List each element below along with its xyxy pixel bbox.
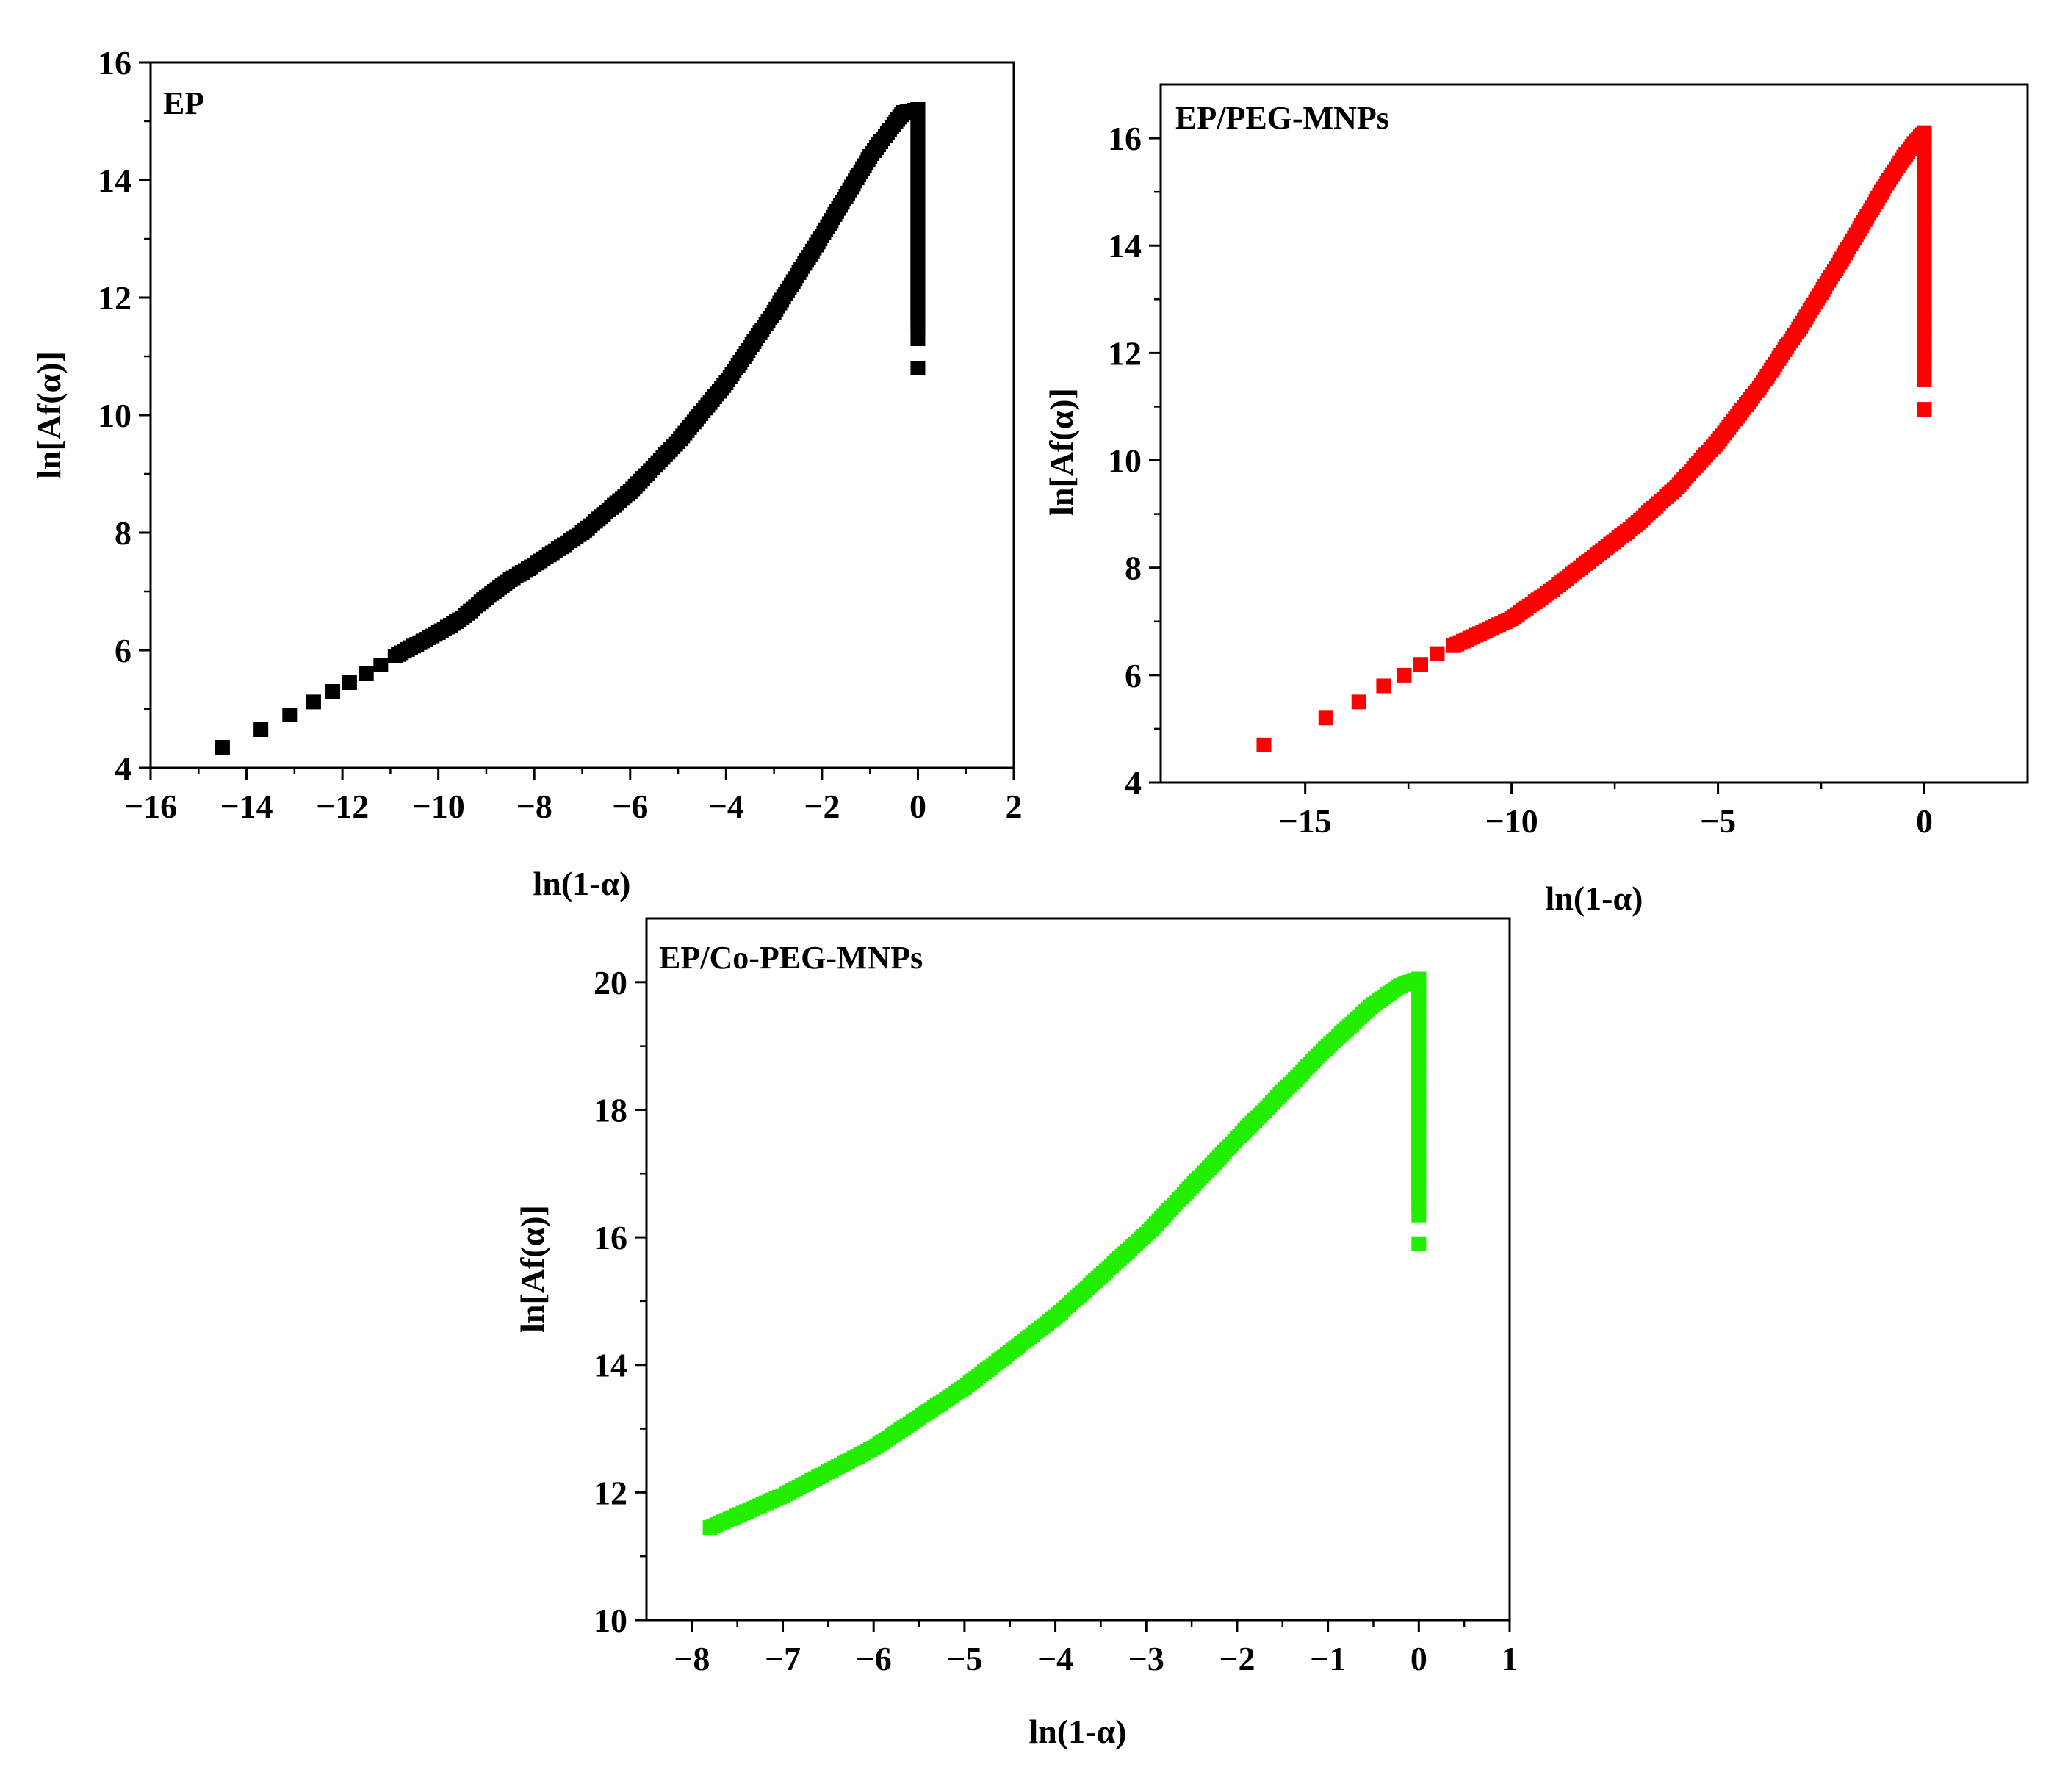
data-point: [1413, 657, 1428, 672]
y-tick-label: 10: [98, 397, 131, 434]
data-series: [702, 971, 1427, 1536]
x-tick-label: 0: [909, 788, 926, 825]
y-tick-label: 20: [594, 964, 627, 1001]
x-tick-label: −3: [1128, 1640, 1164, 1677]
data-point: [1430, 646, 1445, 661]
x-tick-label: −10: [412, 788, 465, 825]
x-tick-label: −8: [516, 788, 552, 825]
data-point: [1397, 667, 1412, 683]
y-tick-label: 16: [594, 1219, 627, 1256]
x-tick-label: −14: [220, 788, 273, 825]
x-tick-label: −4: [1037, 1640, 1073, 1677]
plot-frame: [645, 917, 1511, 1622]
axis-ticks: −16 −14 −12 −10 −8 −6 −4 −2 0 2 4 6 8 10 12 14 16: [98, 44, 1023, 825]
x-tick-label: 0: [1411, 1640, 1427, 1677]
plot-frame: [1159, 83, 2029, 784]
y-axis-title: ln[Af(α)]: [514, 1205, 551, 1333]
data-point: [1318, 710, 1333, 726]
plot-frame: [149, 61, 1015, 769]
x-tick-label: −7: [765, 1640, 801, 1677]
x-tick-label: −16: [124, 788, 177, 825]
data-point: [1411, 1236, 1427, 1251]
y-tick-label: 14: [98, 162, 131, 199]
x-tick-label: −4: [708, 788, 744, 825]
data-point: [282, 708, 298, 722]
y-tick-label: 18: [594, 1091, 627, 1129]
data-point: [1917, 402, 1932, 417]
x-tick-label: −5: [946, 1640, 982, 1677]
x-tick-label: −2: [804, 788, 840, 825]
data-point: [1376, 678, 1391, 694]
x-tick-label: −2: [1219, 1640, 1255, 1677]
x-axis-title: ln(1-α): [1546, 879, 1643, 917]
panel-label: EP/PEG-MNPs: [1175, 100, 1389, 136]
axis-ticks: −8 −7 −6 −5 −4 −3 −2 −1 0 1 10 12 14 16 18 20: [594, 964, 1518, 1677]
y-tick-label: 6: [115, 632, 131, 669]
x-tick-label: −10: [1485, 802, 1538, 840]
data-point: [1411, 1207, 1427, 1223]
data-point: [910, 320, 926, 334]
data-series: [1256, 125, 1932, 752]
data-point: [325, 684, 341, 699]
data-point: [910, 331, 926, 346]
y-tick-label: 4: [1125, 764, 1142, 802]
x-tick-label: 0: [1916, 802, 1933, 840]
x-tick-label: −12: [316, 788, 369, 825]
panel-ep-co-peg-mnps: EP/Co-PEG-MNPs −8 −7 −6 −5 −4 −3 −2 −1 0 1 10 12 14 1…: [514, 917, 1518, 1750]
data-point: [1256, 737, 1272, 752]
y-tick-label: 16: [98, 44, 131, 82]
x-tick-label: −8: [674, 1640, 710, 1677]
y-tick-label: 10: [1108, 442, 1142, 480]
y-axis-title: ln[Af(α)]: [30, 351, 68, 479]
data-point: [342, 675, 357, 690]
x-tick-label: −15: [1279, 802, 1332, 840]
data-point: [910, 361, 926, 375]
axis-ticks: −15 −10 −5 0 4 6 8 10 12 14 16: [1108, 120, 1933, 840]
x-tick-label: −5: [1700, 802, 1736, 840]
panel-label: EP/Co-PEG-MNPs: [659, 940, 923, 976]
panel-ep: EP −16 −14 −12 −10 −8 −6 −4 −2 0 2 4 6 8 10 12 14 16 ln(…: [30, 44, 1023, 902]
y-tick-label: 12: [98, 279, 131, 317]
y-tick-label: 12: [1108, 334, 1142, 372]
x-tick-label: 1: [1502, 1640, 1518, 1677]
data-series: [215, 102, 926, 755]
x-tick-label: −6: [856, 1640, 892, 1677]
y-axis-title: ln[Af(α)]: [1042, 388, 1080, 516]
y-tick-label: 10: [594, 1602, 627, 1639]
x-tick-label: −1: [1310, 1640, 1346, 1677]
x-axis-title: ln(1-α): [1029, 1713, 1127, 1750]
y-tick-label: 8: [115, 514, 131, 552]
x-tick-label: 2: [1006, 788, 1023, 825]
data-point: [306, 694, 321, 710]
y-tick-label: 14: [1108, 227, 1142, 265]
data-point: [359, 666, 374, 681]
y-tick-label: 12: [594, 1474, 627, 1511]
x-axis-title: ln(1-α): [533, 865, 631, 902]
y-tick-label: 16: [1108, 120, 1142, 157]
data-point: [1351, 694, 1366, 710]
y-tick-label: 4: [115, 749, 131, 787]
panel-ep-peg-mnps: EP/PEG-MNPs −15 −10 −5 0 4 6 8 10 12 14 16 ln(1-α)…: [1042, 83, 2029, 917]
data-point: [215, 740, 230, 755]
y-tick-label: 14: [594, 1347, 627, 1384]
y-tick-label: 8: [1125, 550, 1142, 587]
panel-label: EP: [163, 85, 204, 121]
data-point: [253, 722, 269, 737]
data-point: [373, 658, 389, 672]
data-point: [1917, 372, 1932, 387]
x-tick-label: −6: [612, 788, 648, 825]
y-tick-label: 6: [1125, 657, 1142, 694]
